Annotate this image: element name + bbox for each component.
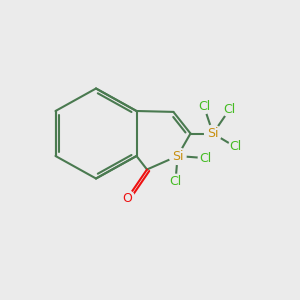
Circle shape: [205, 125, 221, 142]
Text: Cl: Cl: [200, 152, 211, 165]
Circle shape: [197, 99, 211, 114]
Circle shape: [169, 148, 186, 164]
Text: O: O: [123, 191, 132, 205]
Circle shape: [222, 102, 237, 117]
Circle shape: [168, 174, 183, 189]
Circle shape: [228, 140, 243, 154]
Text: Cl: Cl: [224, 103, 236, 116]
Text: Si: Si: [172, 149, 183, 163]
Text: Si: Si: [207, 127, 219, 140]
Text: Cl: Cl: [198, 100, 210, 113]
Text: Cl: Cl: [169, 175, 181, 188]
Text: Cl: Cl: [230, 140, 242, 154]
Circle shape: [120, 191, 135, 205]
Circle shape: [198, 151, 213, 165]
